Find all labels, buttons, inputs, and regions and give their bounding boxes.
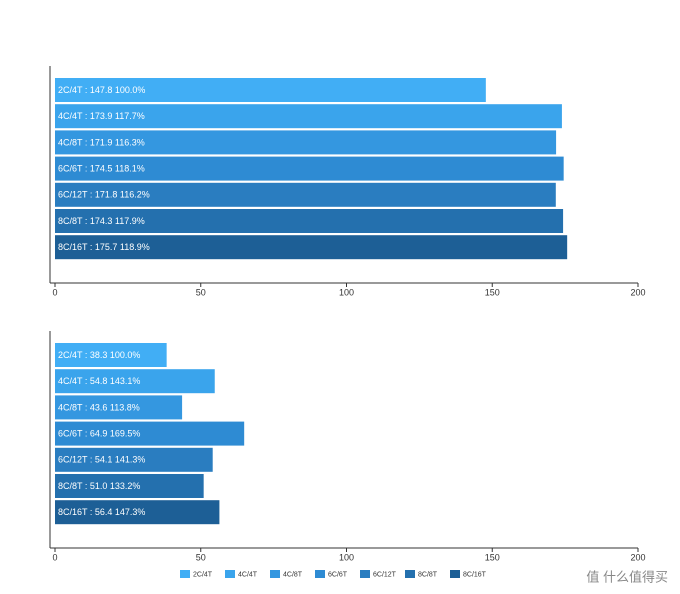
- bar-label: 8C/8T : 174.3 117.9%: [58, 216, 145, 226]
- bar: [55, 474, 204, 498]
- legend-label: 6C/6T: [328, 571, 348, 578]
- legend-label: 6C/12T: [373, 571, 397, 578]
- bar-label: 8C/16T : 56.4 147.3%: [58, 507, 145, 517]
- legend-label: 8C/8T: [418, 571, 438, 578]
- bar-label: 8C/8T : 51.0 133.2%: [58, 481, 140, 491]
- legend-swatch: [315, 570, 325, 578]
- x-tick-label: 100: [339, 287, 354, 297]
- legend-swatch: [405, 570, 415, 578]
- legend-label: 2C/4T: [193, 571, 213, 578]
- bar-label: 4C/8T : 171.9 116.3%: [58, 137, 145, 147]
- legend-swatch: [270, 570, 280, 578]
- bar-label: 2C/4T : 147.8 100.0%: [58, 85, 145, 95]
- bar: [55, 500, 220, 525]
- bar-label: 8C/16T : 175.7 118.9%: [58, 242, 150, 252]
- legend-swatch: [225, 570, 235, 578]
- legend-swatch: [180, 570, 190, 578]
- bar-label: 6C/6T : 64.9 169.5%: [58, 428, 140, 438]
- bar: [55, 130, 557, 155]
- bar-label: 6C/12T : 171.8 116.2%: [58, 190, 150, 200]
- x-tick-label: 150: [485, 287, 500, 297]
- bar: [55, 104, 562, 129]
- x-tick-label: 200: [630, 552, 645, 562]
- bar: [55, 209, 564, 233]
- x-tick-label: 0: [52, 287, 57, 297]
- legend-swatch: [450, 570, 460, 578]
- bar: [55, 369, 215, 394]
- bar-label: 2C/4T : 38.3 100.0%: [58, 350, 140, 360]
- bar: [55, 182, 556, 207]
- x-tick-label: 50: [196, 287, 206, 297]
- bar: [55, 447, 213, 472]
- bar-label: 6C/12T : 54.1 141.3%: [58, 455, 145, 465]
- bar: [55, 343, 167, 367]
- legend-label: 4C/4T: [238, 571, 258, 578]
- x-tick-label: 100: [339, 552, 354, 562]
- legend-label: 8C/16T: [463, 571, 487, 578]
- bar: [55, 235, 568, 260]
- bar: [55, 78, 486, 102]
- x-tick-label: 200: [630, 287, 645, 297]
- bar: [55, 421, 245, 446]
- bar: [55, 156, 564, 181]
- x-tick-label: 50: [196, 552, 206, 562]
- watermark: 值 什么值得买: [586, 569, 668, 584]
- legend-label: 4C/8T: [283, 571, 303, 578]
- x-tick-label: 0: [52, 552, 57, 562]
- bar-label: 4C/4T : 54.8 143.1%: [58, 376, 140, 386]
- bar-label: 4C/4T : 173.9 117.7%: [58, 111, 145, 121]
- bar-label: 6C/6T : 174.5 118.1%: [58, 163, 145, 173]
- bar: [55, 395, 183, 420]
- x-tick-label: 150: [485, 552, 500, 562]
- bar-label: 4C/8T : 43.6 113.8%: [58, 402, 140, 412]
- legend-swatch: [360, 570, 370, 578]
